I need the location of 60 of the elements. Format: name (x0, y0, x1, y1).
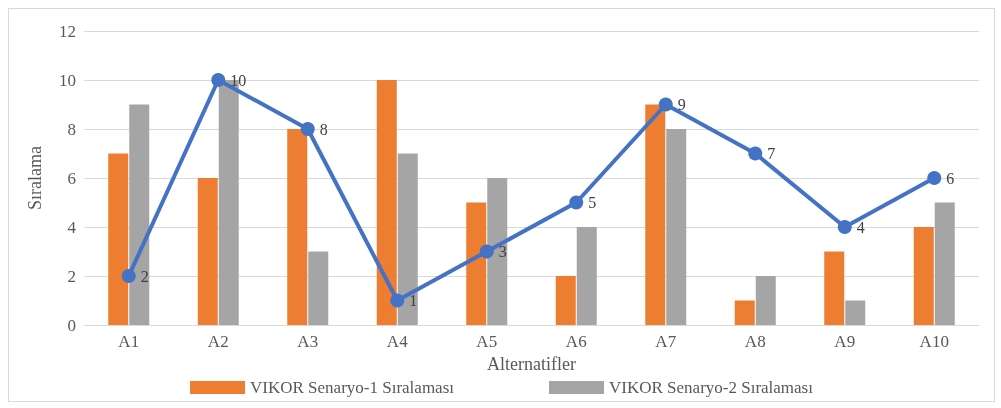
bar (129, 104, 150, 325)
bar (666, 129, 687, 325)
data-label: 10 (230, 71, 247, 89)
bar (197, 178, 218, 325)
bar (645, 104, 666, 325)
legend-label: VIKOR Senaryo-2 Sıralaması (609, 378, 814, 397)
point (927, 171, 942, 185)
x-tick-label: A8 (744, 332, 766, 351)
y-axis-title: Sıralama (25, 146, 45, 210)
data-label: 4 (856, 218, 865, 236)
x-tick-label: A2 (207, 332, 229, 351)
point (390, 293, 405, 308)
point (658, 97, 673, 112)
data-label: 9 (677, 96, 686, 113)
data-label: 7 (767, 145, 776, 162)
point (569, 195, 584, 210)
data-label: 2 (140, 267, 149, 285)
bar (824, 251, 845, 325)
point (211, 73, 226, 87)
y-tick-label: 4 (67, 217, 77, 237)
x-tick-label: A5 (476, 332, 498, 351)
data-label: 1 (409, 292, 418, 309)
bar (376, 80, 397, 325)
x-tick-label: A6 (565, 332, 587, 351)
x-tick-label: A1 (118, 332, 140, 351)
legend-label: VIKOR Senaryo-1 Sıralaması (250, 378, 455, 397)
y-tick-label: 2 (67, 266, 76, 286)
bar (108, 153, 129, 325)
bar (755, 276, 776, 325)
point (121, 269, 136, 283)
bar (734, 300, 755, 325)
y-tick-label: 6 (67, 168, 76, 188)
bar (487, 178, 508, 325)
data-label: 6 (946, 169, 955, 187)
x-tick-label: A10 (919, 332, 949, 351)
x-tick-label: A4 (386, 332, 409, 351)
bar (576, 227, 597, 325)
y-tick-label: 10 (59, 70, 76, 90)
x-tick-label: A3 (297, 332, 319, 351)
bar (287, 129, 308, 325)
bar (934, 202, 955, 325)
y-tick-label: 8 (67, 119, 76, 139)
bar (466, 202, 487, 325)
data-label: 3 (498, 243, 507, 260)
point (479, 244, 494, 259)
bar (913, 227, 934, 325)
bar (308, 251, 329, 325)
data-label: 8 (319, 120, 328, 138)
point (837, 220, 852, 234)
bar (397, 153, 418, 325)
point (300, 122, 315, 136)
point (748, 146, 763, 161)
x-tick-label: A9 (834, 332, 856, 351)
y-tick-label: 12 (59, 21, 76, 41)
bar (845, 300, 866, 325)
data-label: 5 (588, 194, 597, 211)
y-tick-label: 0 (67, 315, 76, 335)
bar (555, 276, 576, 325)
x-axis-title: Alternatifler (487, 353, 576, 374)
x-tick-label: A7 (655, 332, 677, 351)
